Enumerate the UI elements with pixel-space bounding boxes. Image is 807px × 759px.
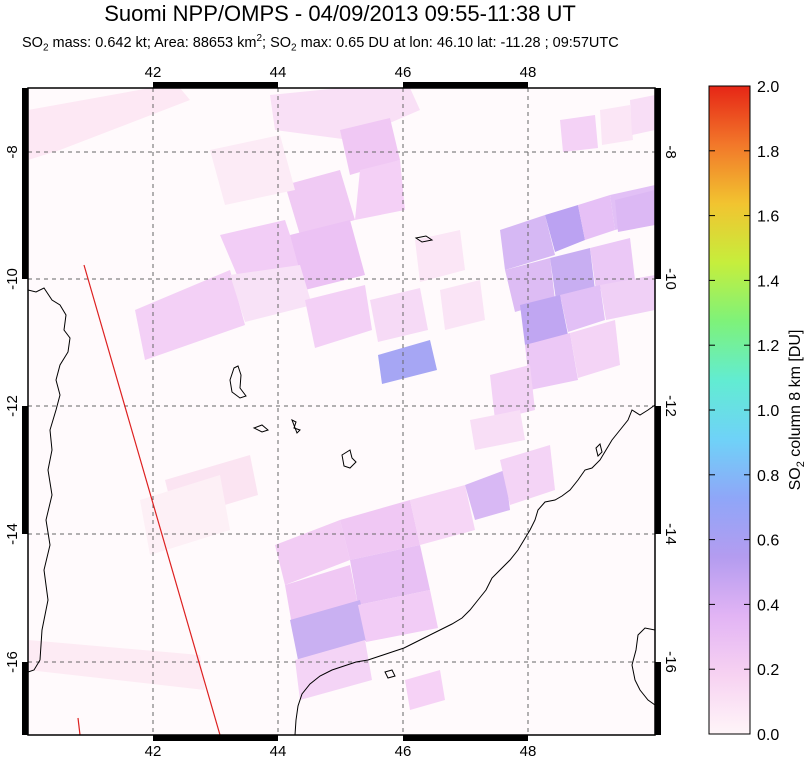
graticule <box>28 88 655 735</box>
lon-labels-bottom: 42 44 46 48 <box>145 743 537 759</box>
satellite-track <box>83 264 221 735</box>
lat-label: -14 <box>662 523 679 545</box>
coastlines <box>28 235 655 735</box>
map-subtitle: SO2 mass: 0.642 kt; Area: 88653 km2; SO2… <box>22 33 619 54</box>
so2-pixels <box>28 88 655 710</box>
frame-ticks <box>22 82 661 741</box>
lon-label: 46 <box>395 64 412 81</box>
lat-label: -14 <box>4 523 21 545</box>
lon-label: 48 <box>520 743 537 759</box>
map-panel: 42 44 46 48 42 44 46 48 -8 -10 -12 -14 -… <box>4 64 679 759</box>
colorbar-tick-label: 1.0 <box>757 403 779 420</box>
lon-label: 44 <box>270 64 287 81</box>
lon-label: 42 <box>145 743 162 759</box>
colorbar-tick-label: 1.2 <box>757 338 779 355</box>
lat-labels-right: -8 -10 -12 -14 -16 <box>662 145 679 673</box>
colorbar-tick-label: 0.2 <box>757 662 779 679</box>
colorbar-bar <box>708 85 751 735</box>
colorbar-tick-label: 0.8 <box>757 468 779 485</box>
lat-label: -16 <box>662 651 679 673</box>
colorbar-ticks: 2.0 1.8 1.6 1.4 1.2 1.0 0.8 0.6 0.4 0.2 0.0 <box>709 79 779 744</box>
lat-label: -10 <box>4 268 21 290</box>
colorbar-tick-label: 0.6 <box>757 533 779 550</box>
colorbar-label: SO2 column 8 km [DU] <box>787 330 807 491</box>
lat-label: -8 <box>4 145 21 158</box>
lon-label: 44 <box>270 743 287 759</box>
colorbar-tick-label: 1.6 <box>757 209 779 226</box>
colorbar-tick-label: 1.8 <box>757 144 779 161</box>
map-title: Suomi NPP/OMPS - 04/09/2013 09:55-11:38 … <box>104 1 576 26</box>
lon-label: 46 <box>395 743 412 759</box>
lon-labels-top: 42 44 46 48 <box>145 64 537 81</box>
lat-label: -10 <box>662 268 679 290</box>
colorbar: 2.0 1.8 1.6 1.4 1.2 1.0 0.8 0.6 0.4 0.2 0.0 SO2 co… <box>708 79 807 744</box>
lat-labels-left: -8 -10 -12 -14 -16 <box>4 145 21 673</box>
satellite-track-lower <box>77 717 81 735</box>
colorbar-tick-label: 1.4 <box>757 273 779 290</box>
lat-label: -12 <box>4 395 21 417</box>
lon-label: 42 <box>145 64 162 81</box>
colorbar-tick-label: 0.0 <box>757 727 779 744</box>
lat-label: -16 <box>4 651 21 673</box>
lat-label: -8 <box>662 145 679 158</box>
lon-label: 48 <box>520 64 537 81</box>
lat-label: -12 <box>662 395 679 417</box>
colorbar-tick-label: 0.4 <box>757 597 779 614</box>
colorbar-tick-label: 2.0 <box>757 79 779 96</box>
